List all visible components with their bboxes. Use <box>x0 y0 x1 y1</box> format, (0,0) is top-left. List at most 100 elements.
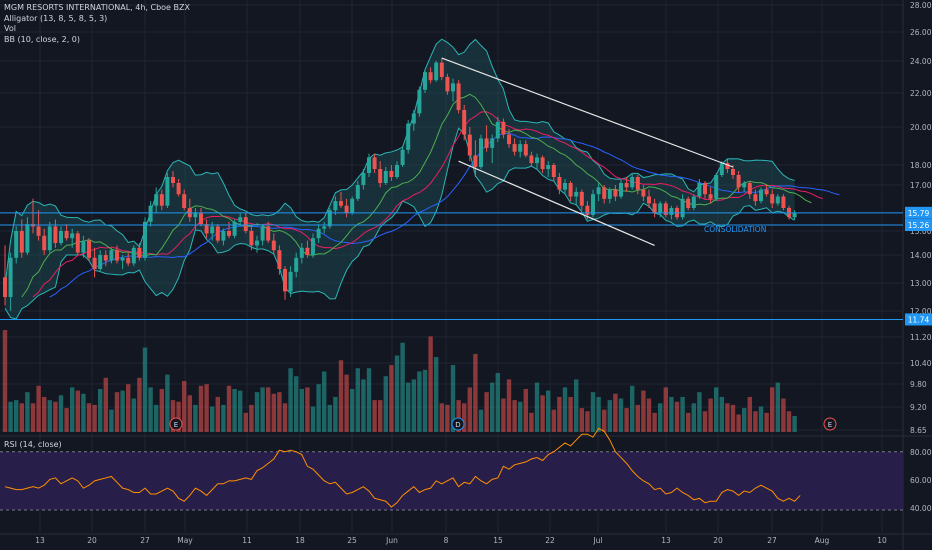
candle-body <box>288 271 293 292</box>
candle-body <box>255 240 259 246</box>
legend-title: MGM RESORTS INTERNATIONAL, 4h, Cboe BZX <box>4 3 190 12</box>
candle-body <box>473 155 478 167</box>
volume-bar <box>478 409 484 432</box>
candle-body <box>574 191 579 197</box>
volume-bar <box>8 401 13 432</box>
candle-body <box>277 250 282 269</box>
candle-body <box>490 138 495 148</box>
volume-bar <box>602 409 607 432</box>
candle-body <box>42 235 47 251</box>
candle-body <box>434 62 439 81</box>
price-badge <box>905 219 932 232</box>
volume-bar <box>641 390 646 432</box>
candle-body <box>115 250 119 261</box>
candle-body <box>697 183 702 197</box>
candle-body <box>367 157 371 173</box>
volume-bar <box>490 382 495 432</box>
candle-body <box>199 212 203 225</box>
candle-body <box>98 255 103 269</box>
candle-body <box>350 198 355 213</box>
volume-bar <box>434 357 439 432</box>
price-axis: 28.00 26.00 24.00 22.00 20.00 18.00 17.00 15.00… <box>910 1 932 513</box>
volume-bar <box>148 387 153 432</box>
candle-body <box>204 224 209 234</box>
volume-bar <box>120 390 125 432</box>
volume-bar <box>109 409 114 432</box>
time-tick-label: 18 <box>295 536 305 545</box>
price-tick-label: 18.00 <box>910 161 932 170</box>
candle-body <box>316 228 321 239</box>
candle-body <box>630 177 635 188</box>
time-tick-label: 8 <box>444 536 449 545</box>
volume-bar <box>775 382 780 432</box>
candle-body <box>708 194 713 199</box>
candle-body <box>47 226 52 251</box>
volume-bar <box>669 396 674 432</box>
candle-body <box>249 231 254 246</box>
volume-bar <box>327 404 332 432</box>
volume-bar <box>260 387 265 432</box>
volume-bar <box>686 412 691 432</box>
time-tick-label: 27 <box>767 536 777 545</box>
volume-bar <box>14 400 19 432</box>
legend: MGM RESORTS INTERNATIONAL, 4h, Cboe BZX … <box>4 3 190 45</box>
candle-body <box>518 144 523 152</box>
volume-bar <box>719 396 724 432</box>
time-tick-label: May <box>177 536 193 545</box>
time-tick-label: 22 <box>545 536 555 545</box>
volume-bar <box>613 393 618 432</box>
rsi-line <box>4 427 801 508</box>
volume-bar <box>372 400 377 432</box>
volume-bar <box>758 406 764 432</box>
volume-bar <box>506 379 512 432</box>
candle-body <box>456 83 461 110</box>
volume-bar <box>730 404 736 432</box>
volume-bar <box>546 390 551 432</box>
candle-body <box>512 144 517 152</box>
volume-bar <box>58 395 64 432</box>
volume-bar <box>142 347 148 432</box>
candle-body <box>736 175 741 188</box>
price-badge-label: 11.74 <box>908 315 930 324</box>
candle-body <box>260 226 265 241</box>
candle-body <box>731 169 735 175</box>
price-tick-label: 14.00 <box>910 251 932 260</box>
volume-bar <box>2 330 8 432</box>
time-tick-label: Jun <box>385 536 398 545</box>
price-tick-label: 26.00 <box>910 28 932 37</box>
volume-bar <box>176 401 181 432</box>
candle-body <box>109 250 114 261</box>
volume-bar <box>691 403 696 432</box>
price-tick-label: 9.80 <box>910 380 927 389</box>
volume-bar <box>350 388 355 432</box>
candle-body <box>551 165 556 177</box>
volume-bar <box>226 385 232 432</box>
candles <box>3 58 797 311</box>
candle-body <box>92 257 97 269</box>
candle-body <box>148 205 153 222</box>
volume-bar <box>753 411 758 432</box>
volume-bar <box>294 376 299 432</box>
volume-bar <box>193 404 198 432</box>
volume-bar <box>697 392 702 432</box>
candle-body <box>742 183 747 188</box>
legend-alligator: Alligator (13, 8, 5, 8, 5, 3) <box>4 13 108 23</box>
volume-bar <box>450 365 456 432</box>
volume-bar <box>361 379 366 432</box>
candle-body <box>36 226 41 236</box>
price-tick-label: 10.40 <box>910 359 932 368</box>
volume-bar <box>702 411 708 432</box>
trendline <box>458 160 655 246</box>
volume-bar <box>333 396 338 432</box>
volume-bar <box>187 395 192 432</box>
volume-bar <box>282 403 288 432</box>
time-tick-label: 27 <box>140 536 150 545</box>
volume-bar <box>98 388 103 432</box>
volume-bar <box>764 412 769 432</box>
volume-bar <box>680 396 685 432</box>
volume-bar <box>254 392 260 432</box>
price-badge-label: 15.26 <box>908 221 930 230</box>
price-tick-label: 24.00 <box>910 57 932 66</box>
candle-body <box>596 187 601 195</box>
